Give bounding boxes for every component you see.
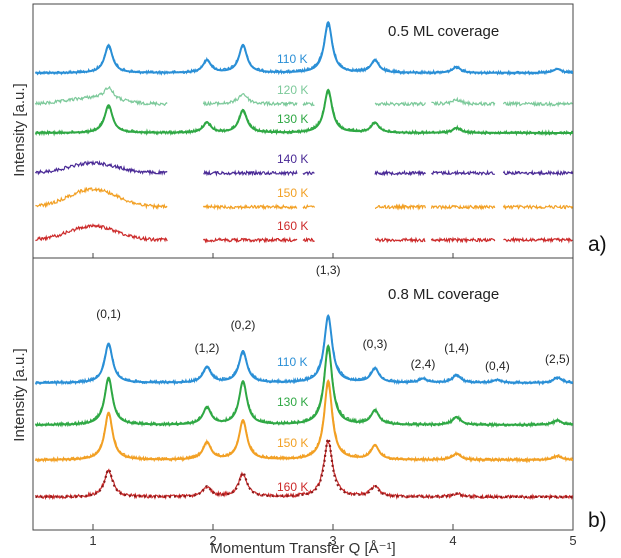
panel-a-series-130-k-fit bbox=[35, 88, 573, 134]
miller-index--1-4-: (1,4) bbox=[444, 341, 469, 355]
panel-a-series-110-k-fit bbox=[35, 20, 573, 74]
panel-a-series-labels: 110 K 120 K 130 K 140 K 150 K 160 K bbox=[277, 52, 308, 233]
panel-b-legend-110-k: 110 K bbox=[277, 355, 307, 369]
panel-a-legend-110-k: 110 K bbox=[277, 52, 307, 66]
panel-a-series-160-k-data bbox=[302, 236, 315, 243]
panel-b-legend-130-k: 130 K bbox=[277, 395, 308, 409]
panel-a-series-150-k-data bbox=[202, 203, 298, 211]
panel-b-series-110-k-fit bbox=[35, 313, 573, 384]
panel-b-label: b) bbox=[588, 509, 607, 532]
panel-a-series-120-k-data bbox=[502, 100, 573, 108]
panel-a-series-150-k-data bbox=[302, 203, 316, 210]
panel-a-series-140-k-data bbox=[203, 169, 298, 177]
panel-a-series-120-k-data bbox=[302, 101, 315, 107]
x-tick-label-2: 2 bbox=[209, 533, 216, 548]
panel-b-plot bbox=[34, 313, 574, 501]
panel-a-legend-140-k: 140 K bbox=[277, 152, 308, 166]
panel-a-series-150-k-data bbox=[430, 203, 496, 211]
panel-a-series-120-k-data bbox=[374, 100, 426, 108]
panel-b-frame bbox=[32, 257, 574, 531]
miller-index-labels: (0,1) (1,2) (0,2) (1,3) (0,3) (2,4) (1,4) (0,4)… bbox=[96, 263, 569, 373]
panel-b-series-150-k-fit bbox=[35, 379, 573, 461]
x-axis-ticks: 1 2 3 4 5 bbox=[89, 253, 577, 548]
miller-index--0-1-: (0,1) bbox=[96, 307, 121, 321]
miller-index--2-5-: (2,5) bbox=[545, 352, 570, 366]
panel-b-series-130-k-fit bbox=[35, 344, 573, 426]
panel-a-legend-150-k: 150 K bbox=[277, 186, 308, 200]
miller-index--0-2-: (0,2) bbox=[231, 318, 256, 332]
panel-a-series-140-k-data bbox=[302, 170, 315, 177]
miller-index--1-2-: (1,2) bbox=[195, 341, 220, 355]
x-axis-label: Momentum Transfer Q [Å⁻¹] bbox=[210, 540, 395, 557]
panel-a-series-160-k-data bbox=[35, 223, 168, 243]
panel-b-annotation: 0.8 ML coverage bbox=[388, 286, 499, 303]
panel-a-series-160-k-data bbox=[374, 236, 426, 244]
panel-a-series-120-k-data bbox=[202, 93, 298, 108]
x-tick-label-1: 1 bbox=[89, 533, 96, 548]
panel-a-annotation: 0.5 ML coverage bbox=[388, 23, 499, 40]
panel-b-series-110-k-data bbox=[34, 317, 573, 387]
panel-a-legend-120-k: 120 K bbox=[277, 83, 308, 97]
miller-index--1-3-: (1,3) bbox=[316, 263, 341, 277]
panel-a-series-150-k-data bbox=[374, 203, 426, 211]
miller-index--0-4-: (0,4) bbox=[485, 359, 510, 373]
panel-a-series-140-k-data bbox=[431, 169, 496, 176]
panel-a-series-150-k-data bbox=[502, 204, 574, 211]
panel-a-series-160-k-data bbox=[503, 236, 573, 244]
panel-a-series-160-k-data bbox=[430, 236, 496, 244]
panel-a-series-150-k-data bbox=[35, 186, 168, 211]
panel-b-y-axis-label: Intensity [a.u.] bbox=[11, 348, 28, 441]
panel-a-series-140-k-data bbox=[374, 169, 426, 177]
panel-a-series-160-k-data bbox=[202, 236, 298, 244]
x-tick-label-3: 3 bbox=[329, 533, 336, 548]
x-tick-label-4: 4 bbox=[449, 533, 456, 548]
panel-a-legend-160-k: 160 K bbox=[277, 219, 308, 233]
x-tick-label-5: 5 bbox=[569, 533, 576, 548]
panel-a-plot bbox=[34, 20, 574, 244]
panel-a-series-140-k-data bbox=[34, 159, 168, 177]
panel-a-label: a) bbox=[588, 233, 607, 256]
panel-a-series-120-k-data bbox=[431, 96, 496, 107]
panel-b-series-labels: 110 K 130 K 150 K 160 K bbox=[277, 355, 308, 494]
panel-a-series-140-k-data bbox=[502, 169, 574, 177]
panel-a-series-120-k-data bbox=[34, 85, 168, 107]
panel-a-legend-130-k: 130 K bbox=[277, 112, 308, 126]
panel-b-legend-150-k: 150 K bbox=[277, 436, 308, 450]
panel-b-series-160-k-fit bbox=[35, 437, 573, 499]
miller-index--2-4-: (2,4) bbox=[411, 357, 436, 371]
miller-index--0-3-: (0,3) bbox=[363, 337, 388, 351]
panel-b-legend-160-k: 160 K bbox=[277, 480, 308, 494]
panel-a-y-axis-label: Intensity [a.u.] bbox=[11, 83, 28, 176]
